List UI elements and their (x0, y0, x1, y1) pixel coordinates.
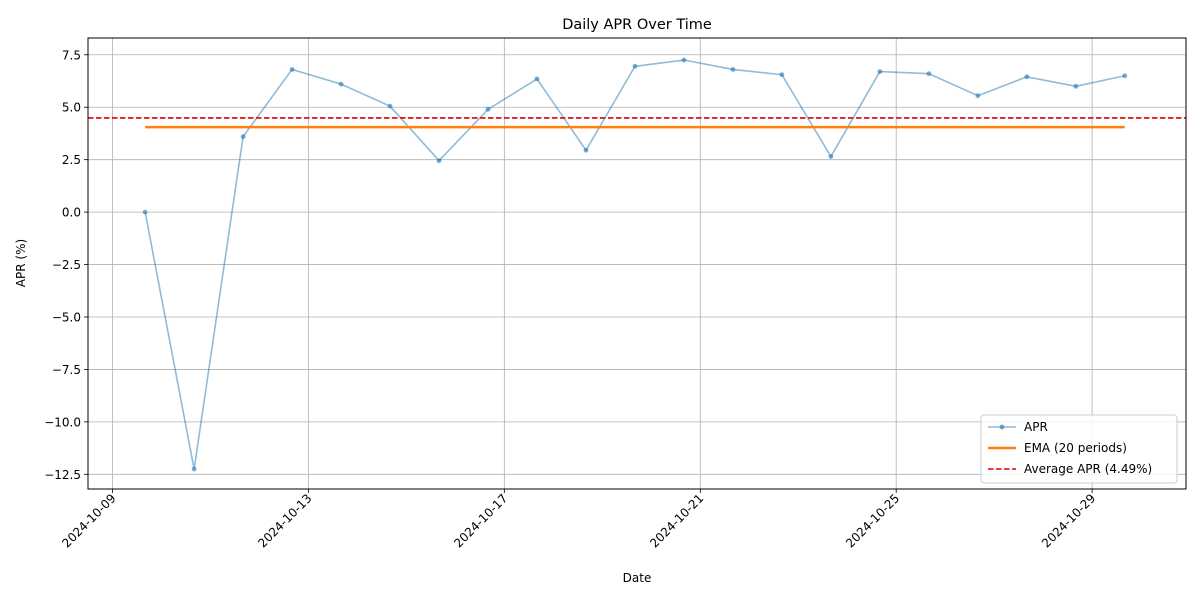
legend-apr-label: APR (1024, 420, 1048, 434)
plot-data (88, 57, 1186, 472)
legend: APR EMA (20 periods) Average APR (4.49%) (980, 414, 1178, 484)
apr-data-point (828, 154, 834, 159)
x-axis-label: Date (623, 571, 652, 585)
apr-data-point (289, 67, 295, 72)
apr-data-point (485, 106, 491, 112)
apr-data-point (632, 63, 638, 69)
chart-title: Daily APR Over Time (562, 17, 712, 33)
y-tick-label: 7.5 (62, 48, 81, 62)
y-tick-label: −5.0 (52, 310, 81, 324)
plot-frame (87, 37, 1187, 490)
apr-data-point (338, 81, 344, 87)
y-axis-label: APR (%) (14, 239, 28, 287)
y-tick-label: −10.0 (44, 415, 81, 429)
apr-data-point (387, 103, 393, 109)
y-tick-label: −12.5 (44, 468, 81, 482)
y-tick-label: −2.5 (52, 258, 81, 272)
apr-data-point (1122, 73, 1128, 79)
apr-data-point (583, 147, 589, 153)
apr-data-point (1024, 74, 1030, 80)
apr-data-point (191, 466, 197, 472)
apr-data-point (779, 72, 785, 78)
legend-ema-label: EMA (20 periods) (1024, 441, 1127, 455)
apr-data-point (926, 71, 932, 77)
y-tick-label: −7.5 (52, 363, 81, 377)
apr-data-point (1073, 83, 1079, 89)
legend-average-label: Average APR (4.49%) (1024, 462, 1152, 476)
legend-apr-marker (999, 424, 1005, 430)
legend-box (980, 414, 1178, 484)
y-tick-label: 5.0 (62, 101, 81, 115)
apr-data-point (877, 69, 883, 74)
grid (88, 38, 1186, 489)
apr-data-point (436, 158, 442, 164)
apr-data-point (975, 93, 981, 99)
y-tick-label: 2.5 (62, 153, 81, 167)
apr-data-point (681, 57, 687, 63)
apr-data-point (240, 134, 246, 139)
apr-data-point (730, 67, 736, 72)
y-tick-label: 0.0 (62, 206, 81, 220)
apr-data-point (142, 209, 148, 215)
apr-data-point (534, 76, 540, 82)
